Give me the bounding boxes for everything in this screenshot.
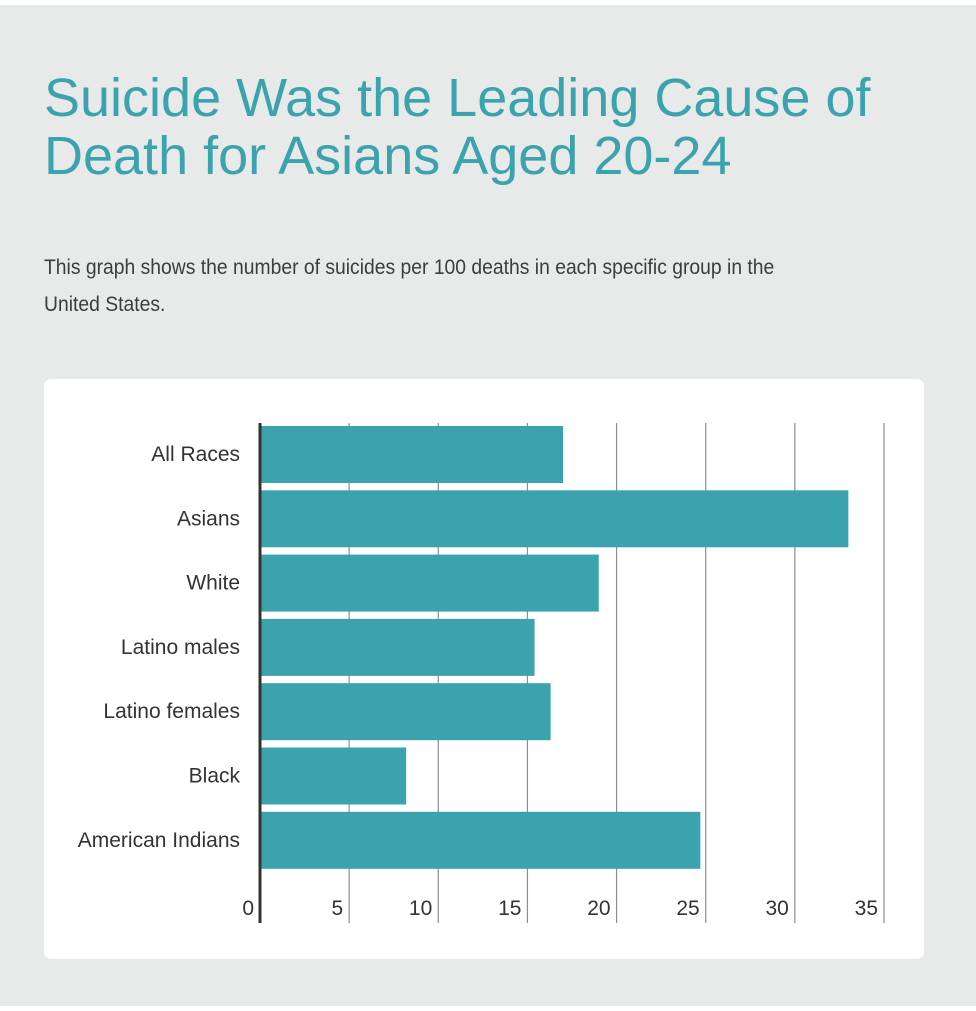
- category-label: All Races: [151, 443, 240, 466]
- x-tick-label: 20: [587, 897, 610, 920]
- x-tick-label: 25: [676, 897, 699, 920]
- bar: [260, 618, 535, 676]
- x-tick-label: 0: [242, 897, 254, 920]
- bar: [260, 554, 599, 612]
- category-label: White: [186, 572, 240, 595]
- bar-chart: All Races Asians White Latino males Latino f…: [78, 423, 885, 923]
- page-subtitle: This graph shows the number of suicides …: [44, 256, 775, 316]
- category-label: Black: [189, 765, 241, 788]
- chart-card: All Races Asians White Latino males Latino f…: [44, 379, 924, 959]
- x-tick-label: 35: [855, 897, 878, 920]
- category-label: Latino females: [103, 700, 240, 723]
- x-tick-label: 5: [331, 897, 343, 920]
- category-label: Asians: [177, 507, 240, 530]
- page-panel: Suicide Was the Leading Cause of Death f…: [0, 5, 976, 1006]
- bar: [260, 426, 564, 483]
- category-label: Latino males: [121, 636, 240, 659]
- bar: [260, 490, 849, 548]
- bar: [260, 683, 551, 741]
- bar: [260, 747, 407, 805]
- category-label: American Indians: [78, 829, 240, 852]
- x-tick-label: 30: [765, 897, 788, 920]
- x-tick-label: 10: [409, 897, 432, 920]
- page-title: Suicide Was the Leading Cause of Death f…: [44, 68, 871, 186]
- x-tick-label: 15: [498, 897, 521, 920]
- bar: [260, 811, 701, 869]
